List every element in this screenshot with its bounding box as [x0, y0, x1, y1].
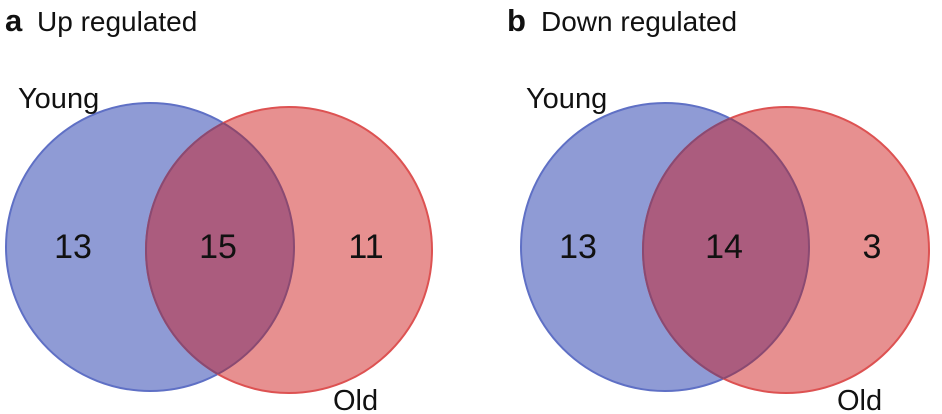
young-only-count: 13 — [54, 228, 92, 266]
young-set-label: Young — [18, 83, 99, 115]
old-only-count: 11 — [348, 228, 383, 266]
panel-down-regulated: b Down regulated Young Old 13 14 3 — [471, 0, 942, 414]
young-only-count: 13 — [559, 228, 597, 266]
intersection-count: 14 — [705, 228, 743, 266]
venn-b: b Down regulated Young Old 13 14 3 — [507, 3, 930, 414]
panel-letter: b — [507, 3, 526, 38]
panel-letter: a — [5, 3, 23, 38]
intersection-count: 15 — [199, 228, 237, 266]
panel-title: Up regulated — [37, 6, 197, 37]
old-set-label: Old — [837, 385, 882, 414]
panel-title: Down regulated — [541, 6, 737, 37]
young-set-label: Young — [526, 83, 607, 115]
venn-a: a Up regulated Young Old 13 15 11 — [5, 3, 433, 414]
old-set-label: Old — [333, 385, 378, 414]
old-only-count: 3 — [863, 228, 882, 266]
panel-up-regulated: a Up regulated Young Old 13 15 11 — [5, 3, 433, 414]
